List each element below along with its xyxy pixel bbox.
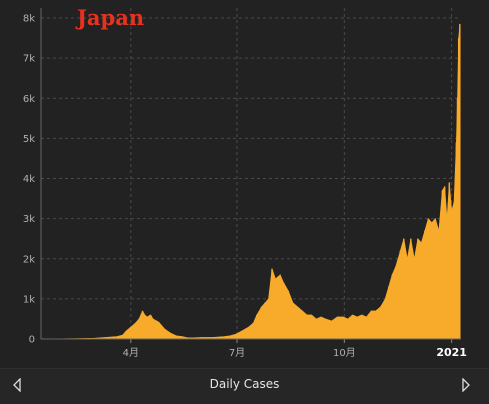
data-point (361, 315, 362, 339)
data-point (283, 283, 284, 339)
data-point (400, 251, 401, 339)
data-point (417, 239, 418, 339)
data-point (451, 211, 452, 339)
x-tick-label: 4月 (123, 347, 139, 359)
data-point (388, 287, 389, 339)
y-tick-label: 8k (23, 14, 35, 25)
data-point (297, 307, 298, 339)
data-point (164, 329, 165, 339)
data-point (138, 319, 139, 339)
data-point (431, 223, 432, 339)
data-point (410, 239, 411, 339)
data-point (356, 317, 357, 339)
data-point (438, 231, 439, 339)
y-tick-label: 5k (23, 134, 35, 145)
chart-metric-label: Daily Cases (0, 377, 489, 391)
data-point (435, 219, 436, 339)
x-tick-label: 10月 (333, 347, 356, 359)
series-area (41, 24, 461, 339)
data-point (292, 303, 293, 339)
y-tick-label: 4k (23, 174, 35, 185)
y-tick-label: 3k (23, 214, 35, 225)
data-point (253, 323, 254, 339)
y-tick-label: 6k (23, 94, 35, 105)
y-tick-label: 7k (23, 54, 35, 65)
data-point (152, 319, 153, 339)
data-point (449, 183, 450, 339)
data-point (407, 259, 408, 339)
data-point (248, 327, 249, 339)
data-point (158, 322, 159, 339)
data-point (130, 327, 131, 339)
data-point (268, 299, 269, 339)
x-axis-labels: 4月 7月 10月 2021 (123, 346, 467, 359)
data-point (122, 335, 123, 339)
y-tick-label: 1k (23, 294, 35, 305)
data-point (146, 317, 147, 339)
x-tick-label: 2021 (436, 346, 467, 359)
data-point (395, 267, 396, 339)
data-point (135, 323, 136, 339)
chart: 0 1k 2k 3k 4k 5k 6k 7k 8k 4月 7月 10月 2021 (0, 0, 489, 368)
data-point (421, 243, 422, 339)
data-point (337, 317, 338, 339)
data-point (391, 275, 392, 339)
data-point (279, 275, 280, 339)
chart-footer: Daily Cases (0, 368, 489, 404)
data-point (459, 24, 460, 339)
data-point (144, 315, 145, 339)
y-tick-label: 2k (23, 254, 35, 265)
data-point (380, 307, 381, 339)
data-point (453, 203, 454, 339)
data-point (446, 219, 447, 339)
data-point (142, 311, 143, 339)
data-point (302, 311, 303, 339)
data-point (261, 307, 262, 339)
data-point (241, 331, 242, 339)
data-point (347, 319, 348, 339)
data-point (150, 315, 151, 339)
data-point (403, 239, 404, 339)
data-point (170, 333, 171, 339)
data-point (271, 269, 272, 339)
data-point (331, 321, 332, 339)
data-point (424, 231, 425, 339)
data-point (428, 219, 429, 339)
data-point (256, 315, 257, 339)
y-tick-label: 0 (29, 335, 35, 346)
data-point (384, 299, 385, 339)
data-point (125, 331, 126, 339)
daily-cases-area (41, 24, 460, 339)
data-point (320, 317, 321, 339)
data-point (325, 319, 326, 339)
data-point (444, 187, 445, 339)
data-point (366, 317, 367, 339)
data-point (275, 279, 276, 339)
chevron-right-icon (461, 378, 471, 392)
data-point (235, 334, 236, 339)
data-point (288, 291, 289, 339)
data-point (375, 311, 376, 339)
data-point (306, 315, 307, 339)
data-point (244, 329, 245, 339)
data-point (264, 303, 265, 339)
next-chart-button[interactable] (457, 375, 475, 395)
data-point (316, 319, 317, 339)
data-point (414, 259, 415, 339)
chart-title: Japan (77, 5, 144, 30)
data-point (352, 315, 353, 339)
data-point (370, 311, 371, 339)
x-tick-label: 7月 (229, 347, 245, 359)
data-point (342, 317, 343, 339)
data-point (311, 315, 312, 339)
data-point (442, 191, 443, 339)
y-axis-labels: 0 1k 2k 3k 4k 5k 6k 7k 8k (23, 14, 35, 346)
